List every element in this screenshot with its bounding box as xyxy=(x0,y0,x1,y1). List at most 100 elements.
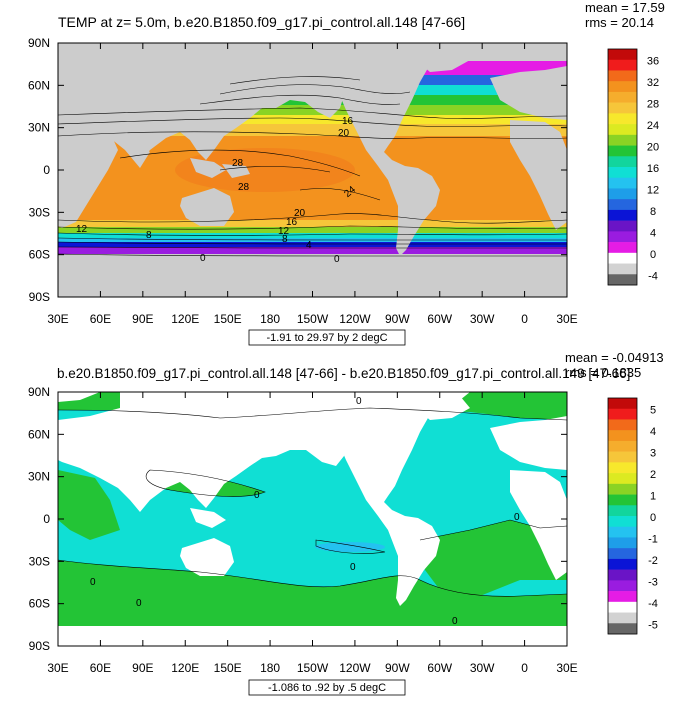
panel1-contour-label: 20 xyxy=(338,128,350,139)
colorbar-label: -3 xyxy=(648,576,658,588)
panel1-map xyxy=(58,43,567,297)
panel2-ticks xyxy=(57,391,568,647)
y-tick-label: 0 xyxy=(43,163,50,177)
colorbar-swatch xyxy=(608,440,637,452)
panel2-map xyxy=(58,392,567,646)
colorbar-swatch xyxy=(608,516,637,528)
x-tick-label: 60W xyxy=(427,661,452,675)
x-tick-label: 90W xyxy=(385,661,410,675)
colorbar-swatch xyxy=(608,537,637,549)
colorbar-swatch xyxy=(608,430,637,442)
panel1-contour-label: 8 xyxy=(146,230,152,241)
panel2-contour-label: 0 xyxy=(350,562,356,573)
colorbar-swatch xyxy=(608,188,637,200)
panel1-contour-label: 0 xyxy=(200,253,206,264)
colorbar-label: 32 xyxy=(647,77,659,89)
colorbar-swatch xyxy=(608,81,637,93)
colorbar-label: 4 xyxy=(650,426,656,438)
colorbar-label: 5 xyxy=(650,405,656,417)
colorbar-swatch xyxy=(608,274,637,286)
panel2-contour-label: 0 xyxy=(356,396,362,407)
x-tick-label: 60E xyxy=(90,661,111,675)
x-tick-label: 120E xyxy=(171,312,199,326)
colorbar-swatch xyxy=(608,548,637,560)
colorbar-swatch xyxy=(608,49,637,61)
colorbar-label: 8 xyxy=(650,206,656,218)
colorbar-label: 16 xyxy=(647,163,659,175)
x-tick-label: 120W xyxy=(339,312,371,326)
panel2-contour-label: 0 xyxy=(90,577,96,588)
y-tick-label: 90N xyxy=(28,385,50,399)
colorbar-swatch xyxy=(608,623,637,635)
y-tick-label: 60S xyxy=(29,597,50,611)
colorbar-swatch xyxy=(608,113,637,125)
x-tick-label: 150E xyxy=(214,661,242,675)
colorbar-label: -4 xyxy=(648,270,658,282)
colorbar-swatch xyxy=(608,124,637,136)
y-tick-label: 60S xyxy=(29,248,50,262)
colorbar-label: -1 xyxy=(648,533,658,545)
colorbar-swatch xyxy=(608,263,637,275)
panel2-x-tick-labels: 30E 60E 90E 120E 150E 180 150W 120W 90W 60W 30W 0 30… xyxy=(47,661,577,675)
x-tick-label: 150E xyxy=(214,312,242,326)
panel1-range-box xyxy=(248,329,406,346)
colorbar-swatch xyxy=(608,102,637,114)
panel1-contour-label: 16 xyxy=(342,116,354,127)
x-tick-label: 30E xyxy=(47,312,68,326)
panel2-mean: mean = -0.04913 xyxy=(565,350,664,365)
panel1-contour-label: 12 xyxy=(76,224,88,235)
colorbar-swatch xyxy=(608,145,637,157)
colorbar-swatch xyxy=(608,231,637,243)
x-tick-label: 120W xyxy=(339,661,371,675)
colorbar-swatch xyxy=(608,209,637,221)
y-tick-label: 0 xyxy=(43,512,50,526)
colorbar-swatch xyxy=(608,569,637,581)
panel2-colorbar: 5 4 3 2 1 0 -1 -2 -3 -4 -5 xyxy=(607,397,658,635)
panel1-contour-label: 4 xyxy=(306,240,312,251)
colorbar-swatch xyxy=(608,242,637,254)
panel1-ticks xyxy=(57,42,568,298)
panel2-contour-label: 0 xyxy=(254,490,260,501)
x-tick-label: 150W xyxy=(297,312,329,326)
panel1-contour-label: 28 xyxy=(232,158,244,169)
colorbar-swatch xyxy=(608,419,637,431)
colorbar-label: 12 xyxy=(647,184,659,196)
colorbar-swatch xyxy=(608,473,637,485)
panel1-contour-label: 20 xyxy=(294,208,306,219)
panel2-contour-label: 0 xyxy=(514,512,520,523)
colorbar-label: -2 xyxy=(648,555,658,567)
x-tick-label: 30E xyxy=(47,661,68,675)
panel1-land xyxy=(58,43,567,297)
panel2-rms: rms = 0.1835 xyxy=(565,365,641,380)
y-tick-label: 30N xyxy=(28,121,50,135)
colorbar-swatch xyxy=(608,483,637,495)
panel2-contour-label: 0 xyxy=(452,616,458,627)
colorbar-swatch xyxy=(608,91,637,103)
panel1-rms: rms = 20.14 xyxy=(585,15,654,30)
x-tick-label: 60E xyxy=(90,312,111,326)
colorbar-swatch xyxy=(608,451,637,463)
panel1-range-note: -1.91 to 29.97 by 2 degC xyxy=(266,332,387,344)
colorbar-label: 0 xyxy=(650,249,656,261)
colorbar-label: 36 xyxy=(647,56,659,68)
colorbar-label: 24 xyxy=(647,120,659,132)
panel2-y-tick-labels: 90N 60N 30N 0 30S 60S 90S xyxy=(28,385,50,653)
panel-difference: b.e20.B1850.f09_g17.pi_control.all.148 [… xyxy=(28,350,664,696)
colorbar-swatch xyxy=(608,177,637,189)
panel1-mean: mean = 17.59 xyxy=(585,0,665,15)
y-tick-label: 30N xyxy=(28,470,50,484)
y-tick-label: 90N xyxy=(28,36,50,50)
colorbar-label: 1 xyxy=(650,491,656,503)
y-tick-label: 90S xyxy=(29,639,50,653)
panel1-title: TEMP at z= 5.0m, b.e20.B1850.f09_g17.pi_… xyxy=(58,14,465,30)
x-tick-label: 30E xyxy=(556,312,577,326)
colorbar-swatch xyxy=(608,220,637,232)
colorbar-swatch xyxy=(608,505,637,517)
x-tick-label: 30W xyxy=(470,312,495,326)
y-tick-label: 30S xyxy=(29,205,50,219)
colorbar-swatch xyxy=(608,408,637,420)
panel1-contour-label: 8 xyxy=(282,234,288,245)
panel1-contour-label: 0 xyxy=(334,254,340,265)
